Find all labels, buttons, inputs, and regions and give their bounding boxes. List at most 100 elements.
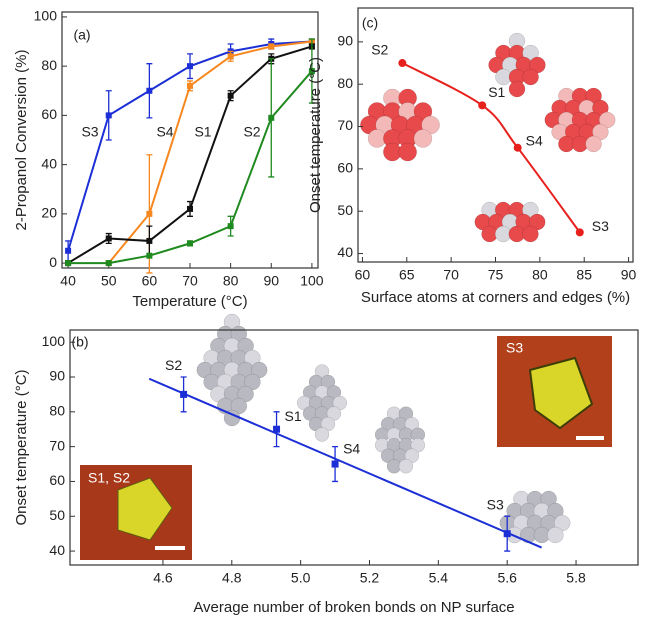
atom	[314, 427, 330, 442]
marker	[478, 101, 487, 110]
x-tick-label: 5.4	[429, 570, 449, 586]
x-tick-label: 90	[621, 267, 637, 283]
scale-bar	[155, 546, 185, 550]
marker	[503, 530, 511, 538]
panel-label: (a)	[73, 27, 90, 43]
point-label: S1	[285, 408, 302, 424]
inset-particle	[117, 477, 173, 541]
marker	[308, 68, 315, 75]
x-tick-label: 60	[142, 273, 158, 289]
y-tick-label: 70	[337, 117, 353, 133]
series-label: S2	[243, 124, 260, 140]
point-label: S3	[487, 496, 504, 512]
marker	[513, 143, 522, 152]
x-tick-label: 5.0	[291, 570, 311, 586]
y-tick-label: 70	[49, 437, 65, 453]
series-label: S1	[194, 124, 211, 140]
y-tick-label: 100	[42, 333, 66, 349]
x-axis-title: Average number of broken bonds on NP sur…	[193, 599, 514, 616]
x-tick-label: 4.8	[222, 570, 242, 586]
x-axis-title: Temperature (°C)	[132, 293, 247, 310]
y-tick-label: 80	[337, 75, 353, 91]
atom	[522, 68, 539, 86]
atom	[508, 80, 526, 98]
inset-particle	[528, 356, 594, 430]
marker	[187, 240, 193, 247]
y-tick-label: 60	[337, 160, 353, 176]
point-label: S4	[526, 132, 543, 148]
x-tick-label: 40	[60, 273, 76, 289]
x-tick-label: 80	[223, 273, 239, 289]
y-tick-label: 60	[41, 106, 57, 122]
x-tick-label: 5.8	[566, 570, 586, 586]
y-tick-label: 40	[49, 542, 65, 558]
x-tick-label: 90	[263, 273, 279, 289]
marker	[180, 390, 188, 398]
x-tick-label: 70	[182, 273, 198, 289]
x-tick-label: 80	[532, 267, 548, 283]
fit-line	[148, 377, 543, 549]
atom	[398, 142, 417, 162]
marker	[146, 237, 153, 244]
marker	[227, 223, 234, 230]
marker	[105, 260, 112, 267]
point-label: S3	[592, 218, 609, 234]
x-tick-label: 75	[488, 267, 504, 283]
y-tick-label: 60	[49, 472, 65, 488]
marker	[273, 425, 281, 433]
marker	[65, 247, 72, 254]
atom	[398, 459, 414, 474]
trend-line	[401, 62, 581, 233]
x-tick-label: 4.6	[153, 570, 173, 586]
atom	[547, 526, 564, 544]
plot-frame	[69, 329, 639, 566]
x-axis-title: Surface atoms at corners and edges (%)	[361, 289, 630, 306]
marker	[187, 82, 193, 89]
x-tick-label: 65	[399, 267, 415, 283]
y-tick-label: 90	[49, 368, 65, 384]
panel-label: (b)	[71, 334, 88, 350]
marker	[146, 87, 153, 94]
y-axis-title: 2-Propanol Conversion (%)	[13, 50, 30, 231]
panel-label: (c)	[362, 15, 378, 31]
marker	[187, 205, 193, 212]
y-axis-title: Onset temperature (°C)	[13, 369, 30, 525]
x-tick-label: 5.2	[360, 570, 380, 586]
y-tick-label: 100	[34, 8, 58, 24]
y-tick-label: 20	[41, 205, 57, 221]
inset-label: S1, S2	[88, 470, 130, 486]
marker	[187, 63, 193, 70]
x-tick-label: 85	[576, 267, 592, 283]
marker	[575, 228, 584, 237]
marker	[331, 460, 339, 468]
scale-bar	[576, 436, 604, 440]
point-label: S4	[343, 441, 360, 457]
x-tick-label: 60	[355, 267, 371, 283]
marker	[268, 43, 275, 50]
y-tick-label: 90	[337, 33, 353, 49]
atom	[522, 225, 539, 243]
x-tick-label: 50	[101, 273, 117, 289]
marker	[146, 210, 153, 217]
marker	[268, 114, 275, 121]
marker	[105, 235, 112, 242]
inset-label: S3	[506, 340, 523, 356]
marker	[227, 92, 234, 99]
y-tick-label: 0	[49, 254, 57, 270]
marker	[398, 59, 407, 68]
y-axis-title: Onset temperature (°C)	[307, 57, 324, 213]
y-tick-label: 80	[49, 403, 65, 419]
x-tick-label: 5.6	[497, 570, 517, 586]
atom	[585, 135, 602, 153]
series-label: S4	[156, 124, 173, 140]
point-label: S2	[371, 42, 388, 58]
atom	[413, 129, 433, 148]
series-line	[68, 70, 313, 265]
series-label: S3	[81, 124, 98, 140]
y-tick-label: 40	[41, 155, 57, 171]
marker	[227, 53, 234, 60]
x-tick-label: 100	[300, 273, 324, 289]
y-tick-label: 50	[337, 202, 353, 218]
marker	[65, 260, 72, 267]
